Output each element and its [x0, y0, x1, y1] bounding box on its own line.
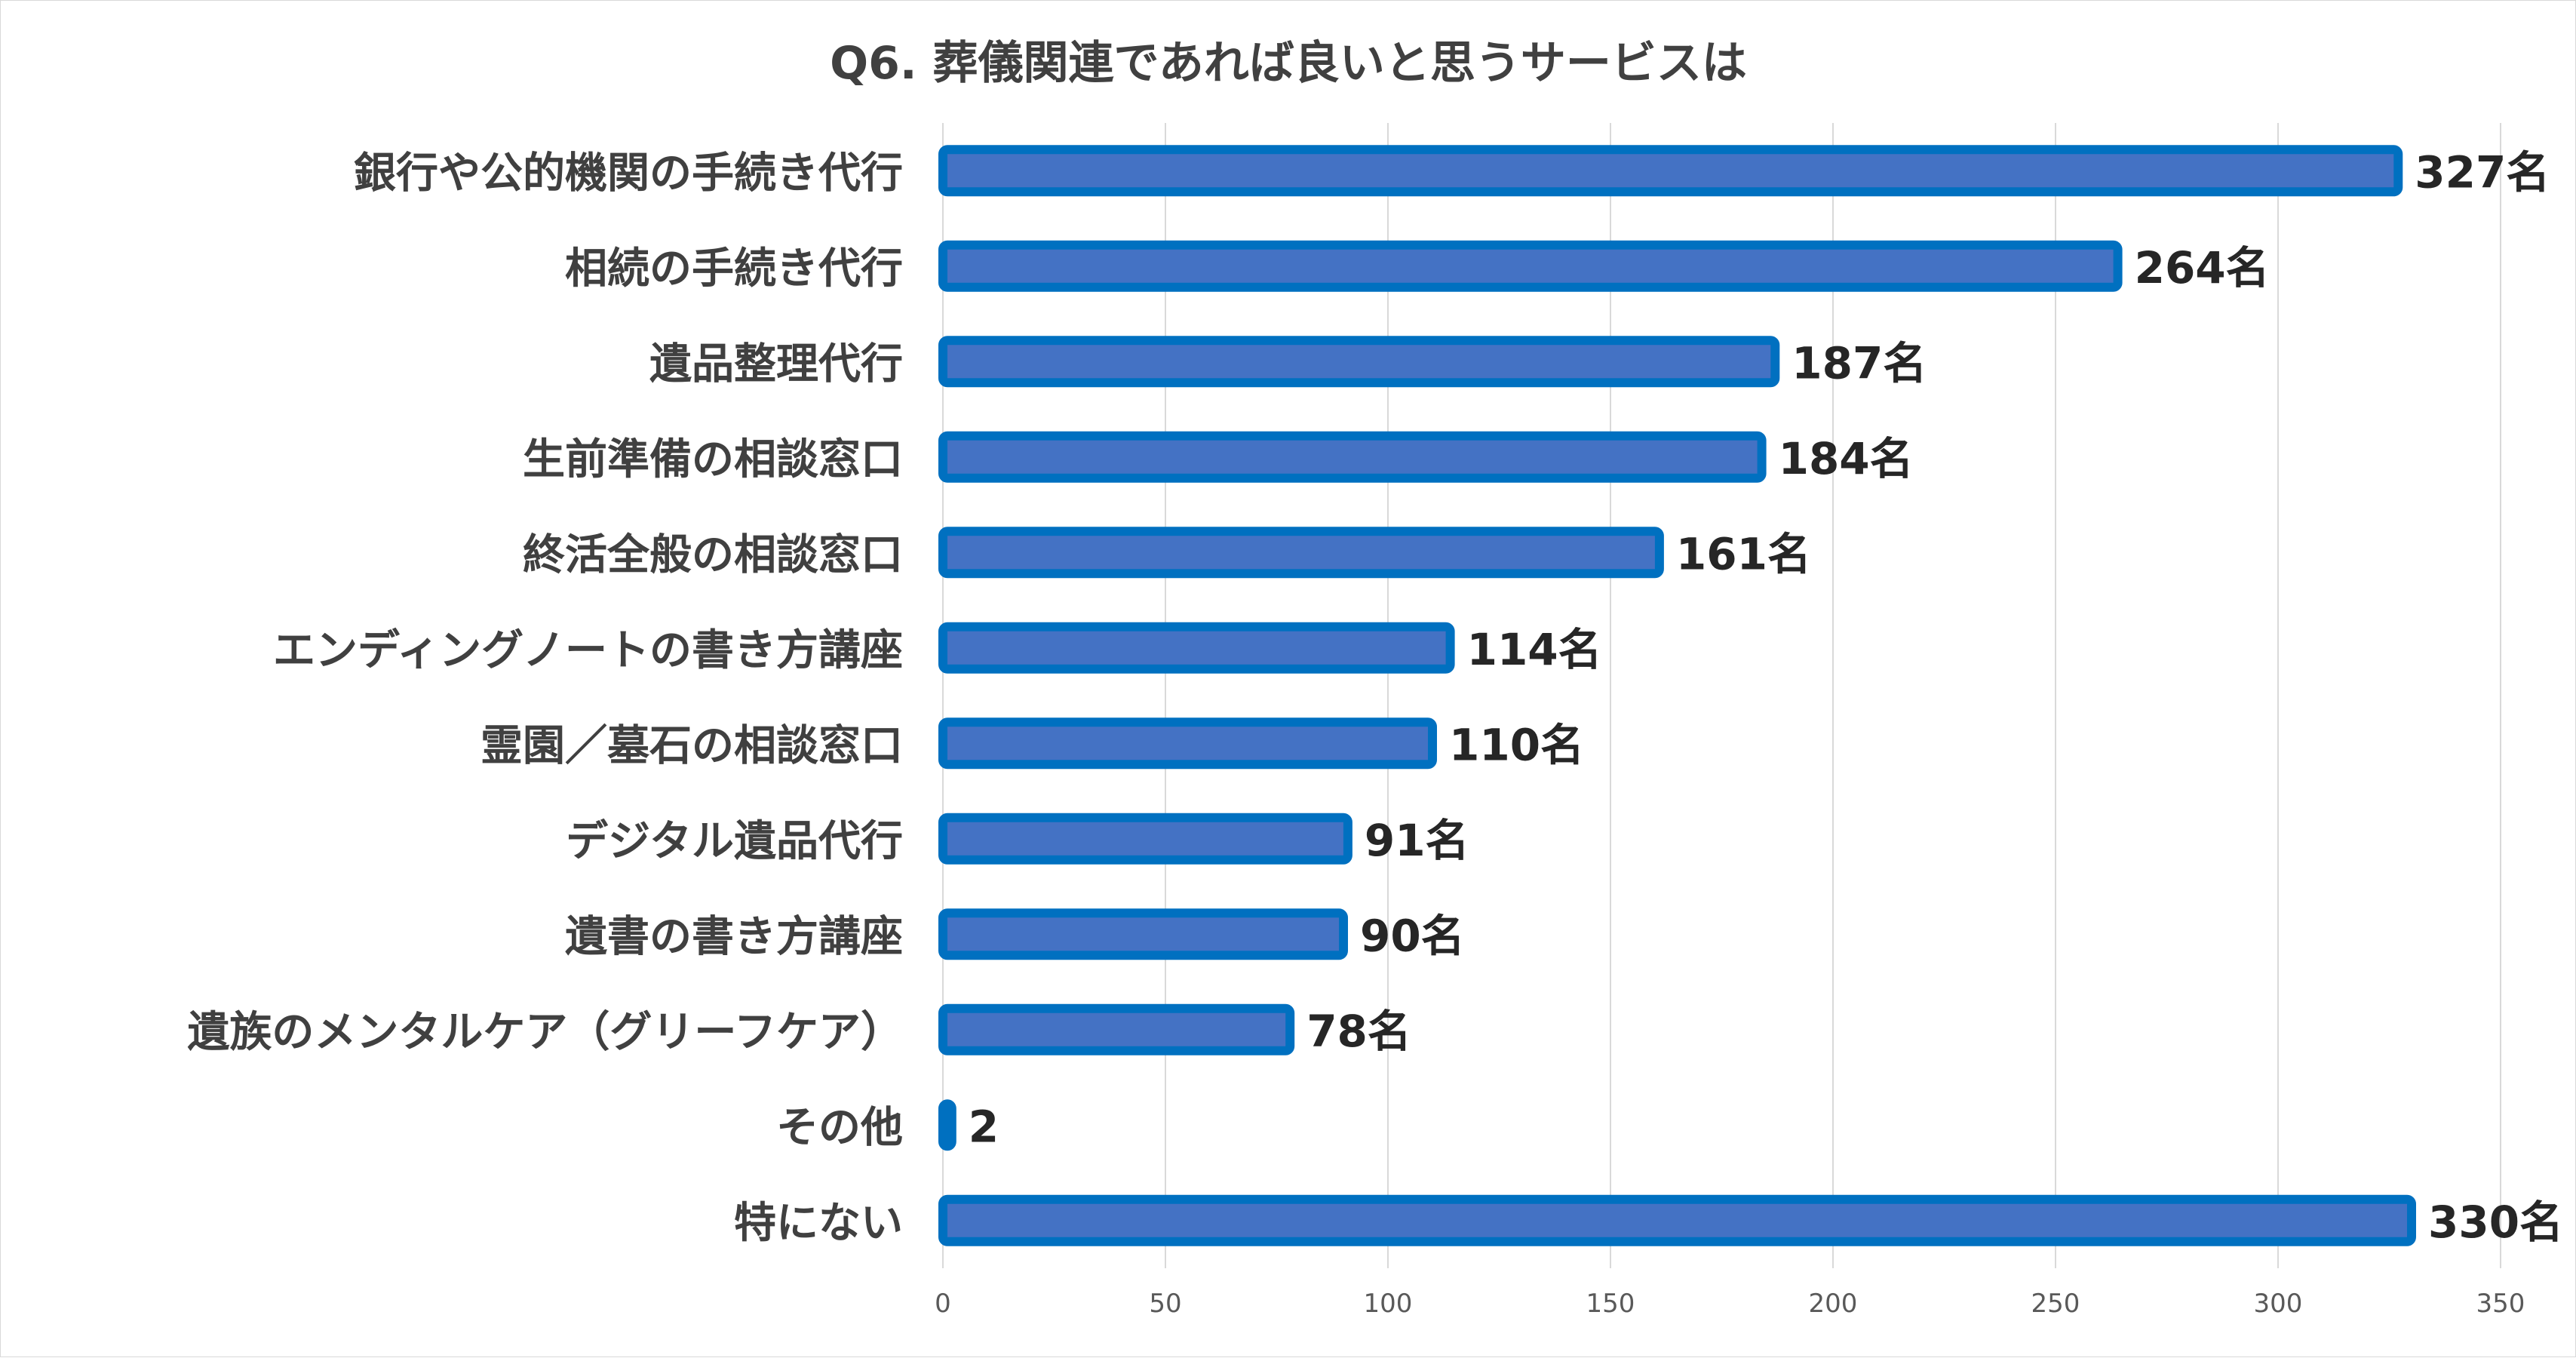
- category-label: 特にない: [734, 1199, 903, 1248]
- bar: [938, 1194, 2416, 1246]
- data-label: 264名: [2135, 242, 2270, 293]
- bar: [938, 145, 2403, 197]
- value-labels: 327名 264名 187名 184名 161名 114名 110名 91名 90名 78名 2 33…: [969, 146, 2563, 1248]
- bar: [938, 1099, 956, 1151]
- category-label: 銀行や公的機関の手続き代行: [354, 149, 903, 198]
- category-label: エンディングノートの書き方講座: [273, 626, 903, 675]
- x-tick-label: 350: [2476, 1289, 2525, 1319]
- data-label: 90名: [1360, 910, 1465, 961]
- bar: [938, 908, 1348, 960]
- chart-title: Q6. 葬儀関連であれば良いと思うサービスは: [830, 37, 1747, 90]
- category-label: その他: [776, 1103, 903, 1152]
- category-label: デジタル遺品代行: [566, 817, 903, 866]
- data-label: 91名: [1365, 815, 1469, 866]
- x-axis-ticks: 0 50 100 150 200 250 300 350: [935, 1289, 2525, 1319]
- category-label: 相続の手続き代行: [565, 244, 903, 293]
- bar: [938, 240, 2123, 292]
- data-label: 110名: [1449, 719, 1584, 770]
- data-label: 327名: [2415, 146, 2550, 198]
- category-label: 遺族のメンタルケア（グリーフケア）: [187, 1008, 903, 1057]
- data-label: 114名: [1467, 624, 1602, 675]
- bar: [938, 622, 1455, 674]
- category-labels: 銀行や公的機関の手続き代行相続の手続き代行遺品整理代行生前準備の相談窓口終活全般…: [187, 149, 903, 1248]
- category-label: 生前準備の相談窓口: [523, 435, 903, 484]
- bar: [938, 431, 1767, 483]
- bar: [938, 1003, 1295, 1055]
- x-tick-label: 250: [2031, 1289, 2080, 1319]
- gridlines: [942, 123, 2501, 1268]
- bar: [938, 717, 1437, 770]
- data-label: 330名: [2428, 1197, 2563, 1248]
- bars: [938, 145, 2416, 1246]
- x-tick-label: 200: [1809, 1289, 1858, 1319]
- category-label: 遺品整理代行: [649, 340, 903, 389]
- x-tick-label: 100: [1364, 1289, 1413, 1319]
- data-label: 187名: [1792, 337, 1927, 389]
- x-tick-label: 150: [1586, 1289, 1635, 1319]
- data-label: 161名: [1676, 528, 1811, 579]
- x-tick-label: 0: [935, 1289, 951, 1319]
- x-tick-label: 50: [1149, 1289, 1181, 1319]
- data-label: 2: [969, 1101, 999, 1152]
- bar: [938, 527, 1664, 579]
- bar: [938, 336, 1780, 388]
- category-label: 終活全般の相談窓口: [523, 530, 903, 579]
- category-label: 霊園／墓石の相談窓口: [481, 721, 903, 770]
- x-tick-label: 300: [2254, 1289, 2303, 1319]
- bar: [938, 813, 1352, 865]
- category-label: 遺書の書き方講座: [565, 912, 903, 961]
- data-label: 184名: [1779, 433, 1914, 484]
- data-label: 78名: [1306, 1006, 1411, 1057]
